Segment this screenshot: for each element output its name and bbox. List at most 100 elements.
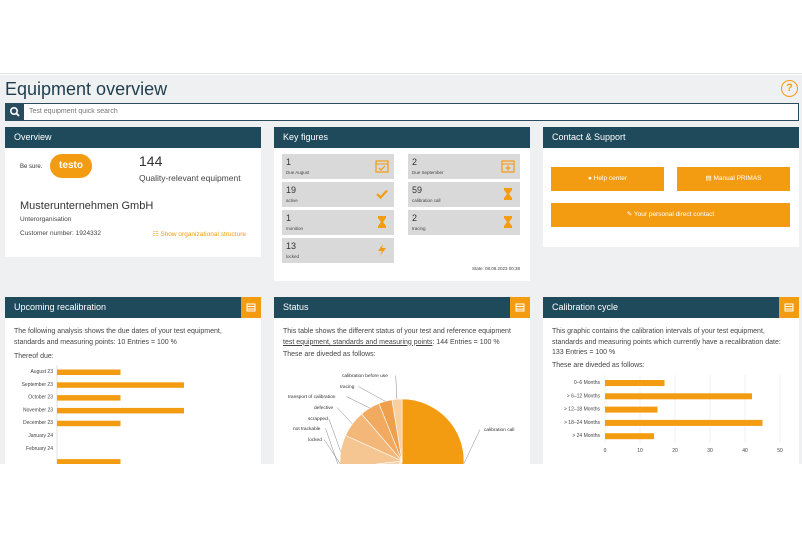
- main-content: Equipment overview ? Overview Be sure. t…: [0, 75, 802, 464]
- pie-leader-line: [328, 418, 341, 452]
- pie-label: not trackable: [293, 426, 321, 432]
- key-figures-body: 1 Due August 2 Due September 19 active 59 ca…: [274, 148, 530, 281]
- overview-title: Overview: [5, 127, 261, 148]
- calendar-check-icon: [375, 159, 389, 173]
- recalibration-text: The following analysis shows the due dat…: [14, 328, 222, 346]
- pie-leader-line: [323, 439, 341, 464]
- kf-label: calibration call: [412, 198, 441, 203]
- status-pie-chart: calibration call calibration before use tr…: [288, 373, 514, 464]
- tick-label: 50: [777, 448, 783, 454]
- tick-label: 0–6 Months: [574, 380, 601, 386]
- thereof-due: Thereof due:: [14, 353, 54, 360]
- sub-organisation: Unterorganisation: [20, 216, 72, 223]
- pie-leader-line: [325, 428, 339, 464]
- kf-due-september[interactable]: 2 Due September: [408, 154, 520, 179]
- search-input[interactable]: [29, 104, 789, 120]
- tick-label: 20: [672, 448, 678, 454]
- recalibration-header: Upcoming recalibration: [5, 297, 261, 318]
- overview-body: Be sure. testo 144 Quality-relevant equi…: [5, 148, 261, 257]
- org-structure-link[interactable]: ☷ Show organizational structure: [153, 230, 246, 238]
- pie-label: scrapped: [308, 416, 328, 422]
- kf-tracing[interactable]: 2 tracing: [408, 210, 520, 235]
- kf-value: 59: [412, 185, 423, 195]
- help-center-label: Help center: [593, 175, 627, 182]
- contact-title: Contact & Support: [543, 127, 799, 148]
- search-button[interactable]: [6, 104, 24, 120]
- direct-contact-label: Your personal direct contact: [633, 211, 715, 218]
- state-timestamp: State: 08.08.2023 00:38: [471, 266, 520, 271]
- tick-label: 10: [637, 448, 643, 454]
- pie-slice: [375, 460, 403, 464]
- recalibration-chart: August 23 September 23 October 23 November …: [22, 365, 184, 464]
- pie-label: tracing: [340, 384, 355, 390]
- pie-slice: [401, 398, 465, 464]
- tick-label: November 23: [23, 407, 53, 413]
- chart-bar: [605, 380, 665, 386]
- cycle-text-3: These are diveded as follows:: [552, 362, 645, 369]
- overview-card: Overview Be sure. testo 144 Quality-rele…: [5, 127, 261, 257]
- status-text: This table shows the different status of…: [283, 327, 523, 348]
- kf-calibration-call[interactable]: 59 calibration call: [408, 182, 520, 207]
- pie-label: transport of calibration: [288, 394, 336, 400]
- tick-label: > 6–12 Months: [567, 393, 601, 399]
- kf-due-august[interactable]: 1 Due August: [282, 154, 394, 179]
- recalibration-title: Upcoming recalibration: [14, 302, 107, 312]
- table-view-button[interactable]: [241, 297, 261, 318]
- tick-label: > 12–18 Months: [564, 407, 600, 413]
- status-text-3: These are diveded as follows:: [283, 351, 376, 358]
- chart-bar: [57, 395, 121, 401]
- kf-value: 2: [412, 213, 418, 223]
- tick-label: January 24: [28, 433, 53, 439]
- tick-label: September 23: [22, 382, 54, 388]
- kf-value: 19: [286, 185, 297, 195]
- bolt-icon: [375, 243, 389, 257]
- bottom-blank-area: [0, 464, 802, 536]
- testo-logo: testo: [50, 154, 92, 178]
- cycle-text: This graphic contains the calibration in…: [552, 328, 781, 356]
- page-title: Equipment overview: [5, 79, 168, 99]
- manual-button[interactable]: ▤ Manual PRIMAS: [677, 167, 790, 191]
- table-view-button[interactable]: [779, 297, 799, 318]
- check-icon: [375, 187, 389, 201]
- manual-label: Manual PRIMAS: [713, 175, 762, 182]
- kf-value: 2: [412, 157, 418, 167]
- kf-monition[interactable]: 1 monition: [282, 210, 394, 235]
- top-blank-area: [0, 0, 802, 74]
- status-title: Status: [283, 302, 309, 312]
- calendar-plus-icon: [501, 159, 515, 173]
- kf-locked[interactable]: 13 locked: [282, 238, 394, 263]
- company-name: Musterunternehmen GmbH: [20, 200, 154, 212]
- pie-slice: [339, 435, 404, 464]
- status-header: Status: [274, 297, 530, 318]
- help-center-button[interactable]: ● Help center: [551, 167, 664, 191]
- cycle-card: Calibration cycle This graphic contains …: [543, 297, 799, 464]
- hourglass-icon: [501, 215, 515, 229]
- status-link[interactable]: test equipment, standards and measuring …: [283, 338, 433, 346]
- chart-bar: [605, 393, 752, 400]
- chart-bar: [605, 406, 658, 413]
- book-icon: ▤: [705, 175, 714, 182]
- pie-leader-line: [463, 429, 481, 464]
- kf-label: tracing: [412, 226, 426, 231]
- cycle-chart: 0 10 20 30 40 50 0–6 Months > 6–12 Months > 12–1…: [564, 375, 783, 454]
- tick-label: December 23: [23, 420, 53, 426]
- chart-bar: [605, 433, 654, 440]
- table-view-button[interactable]: [510, 297, 530, 318]
- direct-contact-button[interactable]: ✎ Your personal direct contact: [551, 203, 790, 227]
- kf-active[interactable]: 19 active: [282, 182, 394, 207]
- pie-leader-line: [358, 386, 386, 402]
- search-bar: [5, 103, 799, 121]
- contact-card: Contact & Support ● Help center ▤ Manual…: [543, 127, 799, 247]
- table-icon: [515, 303, 525, 312]
- kf-value: 13: [286, 241, 297, 251]
- kf-label: locked: [286, 254, 300, 259]
- tick-label: February 24: [26, 446, 53, 452]
- pie-slice: [398, 460, 403, 464]
- help-icon[interactable]: ?: [781, 80, 798, 97]
- customer-number: Customer number: 1924332: [20, 230, 101, 237]
- tick-label: 0: [604, 448, 607, 454]
- chart-bar: [57, 420, 121, 427]
- org-structure-link-label: Show organizational structure: [160, 231, 246, 238]
- contact-body: ● Help center ▤ Manual PRIMAS ✎ Your per…: [543, 148, 799, 247]
- pie-label: calibration before use: [342, 373, 388, 379]
